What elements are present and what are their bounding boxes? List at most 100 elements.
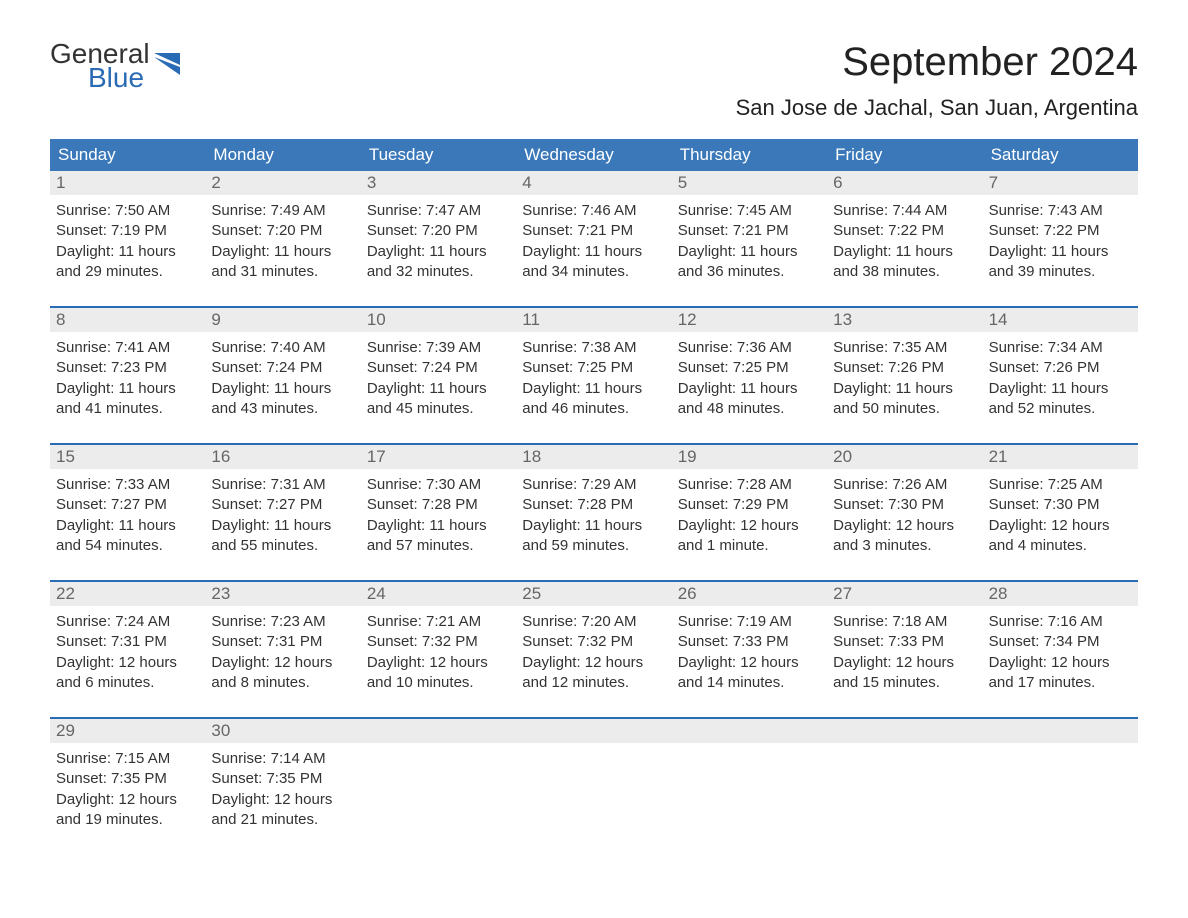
- header: General Blue September 2024 San Jose de …: [50, 40, 1138, 121]
- daylight-line2: and 34 minutes.: [522, 262, 665, 282]
- sunset-text: Sunset: 7:31 PM: [56, 632, 199, 652]
- day-cell: Sunrise: 7:34 AMSunset: 7:26 PMDaylight:…: [983, 332, 1138, 443]
- day-number: 12: [672, 308, 827, 332]
- sunrise-text: Sunrise: 7:23 AM: [211, 612, 354, 632]
- daylight-line2: and 46 minutes.: [522, 399, 665, 419]
- sunset-text: Sunset: 7:26 PM: [833, 358, 976, 378]
- daylight-line1: Daylight: 12 hours: [678, 653, 821, 673]
- logo-flag-icon: [154, 53, 184, 84]
- sunrise-text: Sunrise: 7:15 AM: [56, 749, 199, 769]
- sunrise-text: Sunrise: 7:41 AM: [56, 338, 199, 358]
- day-number: 1: [50, 171, 205, 195]
- day-number: 7: [983, 171, 1138, 195]
- sunrise-text: Sunrise: 7:30 AM: [367, 475, 510, 495]
- sunrise-text: Sunrise: 7:44 AM: [833, 201, 976, 221]
- sunrise-text: Sunrise: 7:14 AM: [211, 749, 354, 769]
- day-cell: Sunrise: 7:14 AMSunset: 7:35 PMDaylight:…: [205, 743, 360, 854]
- day-number: 28: [983, 582, 1138, 606]
- day-number: 13: [827, 308, 982, 332]
- sunset-text: Sunset: 7:23 PM: [56, 358, 199, 378]
- daylight-line1: Daylight: 11 hours: [367, 516, 510, 536]
- sunset-text: Sunset: 7:24 PM: [211, 358, 354, 378]
- sunrise-text: Sunrise: 7:28 AM: [678, 475, 821, 495]
- day-number: 26: [672, 582, 827, 606]
- day-number: 23: [205, 582, 360, 606]
- day-cell: Sunrise: 7:44 AMSunset: 7:22 PMDaylight:…: [827, 195, 982, 306]
- day-cell: [827, 743, 982, 854]
- daynum-row: 2930: [50, 719, 1138, 743]
- daylight-line1: Daylight: 11 hours: [211, 379, 354, 399]
- sunset-text: Sunset: 7:21 PM: [678, 221, 821, 241]
- day-cell: Sunrise: 7:18 AMSunset: 7:33 PMDaylight:…: [827, 606, 982, 717]
- daynum-row: 891011121314: [50, 308, 1138, 332]
- day-cell: Sunrise: 7:41 AMSunset: 7:23 PMDaylight:…: [50, 332, 205, 443]
- location: San Jose de Jachal, San Juan, Argentina: [736, 95, 1138, 121]
- day-cell: Sunrise: 7:47 AMSunset: 7:20 PMDaylight:…: [361, 195, 516, 306]
- day-cell: Sunrise: 7:23 AMSunset: 7:31 PMDaylight:…: [205, 606, 360, 717]
- day-cell: [516, 743, 671, 854]
- daylight-line2: and 54 minutes.: [56, 536, 199, 556]
- sunset-text: Sunset: 7:24 PM: [367, 358, 510, 378]
- day-number: [827, 719, 982, 743]
- day-number: [361, 719, 516, 743]
- sunset-text: Sunset: 7:30 PM: [989, 495, 1132, 515]
- logo: General Blue: [50, 40, 184, 92]
- day-cell: Sunrise: 7:31 AMSunset: 7:27 PMDaylight:…: [205, 469, 360, 580]
- daylight-line1: Daylight: 12 hours: [989, 653, 1132, 673]
- day-cell: Sunrise: 7:20 AMSunset: 7:32 PMDaylight:…: [516, 606, 671, 717]
- sunrise-text: Sunrise: 7:31 AM: [211, 475, 354, 495]
- sunset-text: Sunset: 7:35 PM: [211, 769, 354, 789]
- day-cell: Sunrise: 7:24 AMSunset: 7:31 PMDaylight:…: [50, 606, 205, 717]
- daylight-line1: Daylight: 11 hours: [833, 379, 976, 399]
- sunset-text: Sunset: 7:28 PM: [367, 495, 510, 515]
- sunrise-text: Sunrise: 7:47 AM: [367, 201, 510, 221]
- sunrise-text: Sunrise: 7:45 AM: [678, 201, 821, 221]
- daylight-line1: Daylight: 12 hours: [989, 516, 1132, 536]
- day-number: 27: [827, 582, 982, 606]
- day-cell: Sunrise: 7:43 AMSunset: 7:22 PMDaylight:…: [983, 195, 1138, 306]
- daylight-line1: Daylight: 11 hours: [56, 242, 199, 262]
- day-cell: [361, 743, 516, 854]
- weekday-header-row: SundayMondayTuesdayWednesdayThursdayFrid…: [50, 139, 1138, 171]
- day-number: 20: [827, 445, 982, 469]
- daylight-line2: and 57 minutes.: [367, 536, 510, 556]
- sunrise-text: Sunrise: 7:49 AM: [211, 201, 354, 221]
- daylight-line2: and 48 minutes.: [678, 399, 821, 419]
- day-number: 16: [205, 445, 360, 469]
- day-cell: Sunrise: 7:28 AMSunset: 7:29 PMDaylight:…: [672, 469, 827, 580]
- daylight-line1: Daylight: 12 hours: [833, 516, 976, 536]
- sunrise-text: Sunrise: 7:25 AM: [989, 475, 1132, 495]
- daylight-line1: Daylight: 11 hours: [522, 516, 665, 536]
- weekday-header: Monday: [205, 139, 360, 171]
- day-number: 17: [361, 445, 516, 469]
- day-number: 10: [361, 308, 516, 332]
- daylight-line1: Daylight: 12 hours: [367, 653, 510, 673]
- daylight-line2: and 55 minutes.: [211, 536, 354, 556]
- daynum-row: 1234567: [50, 171, 1138, 195]
- sunset-text: Sunset: 7:33 PM: [678, 632, 821, 652]
- month-title: September 2024: [736, 40, 1138, 85]
- daylight-line1: Daylight: 11 hours: [522, 242, 665, 262]
- sunset-text: Sunset: 7:21 PM: [522, 221, 665, 241]
- daylight-line1: Daylight: 12 hours: [678, 516, 821, 536]
- daylight-line2: and 38 minutes.: [833, 262, 976, 282]
- daylight-line2: and 52 minutes.: [989, 399, 1132, 419]
- day-number: 29: [50, 719, 205, 743]
- sunrise-text: Sunrise: 7:29 AM: [522, 475, 665, 495]
- title-block: September 2024 San Jose de Jachal, San J…: [736, 40, 1138, 121]
- day-cell: Sunrise: 7:36 AMSunset: 7:25 PMDaylight:…: [672, 332, 827, 443]
- day-number: 2: [205, 171, 360, 195]
- day-number: 8: [50, 308, 205, 332]
- calendar-week: 891011121314Sunrise: 7:41 AMSunset: 7:23…: [50, 306, 1138, 443]
- daylight-line1: Daylight: 12 hours: [56, 653, 199, 673]
- daylight-line2: and 45 minutes.: [367, 399, 510, 419]
- calendar-week: 15161718192021Sunrise: 7:33 AMSunset: 7:…: [50, 443, 1138, 580]
- daylight-line2: and 36 minutes.: [678, 262, 821, 282]
- logo-text-blue: Blue: [88, 64, 150, 92]
- weekday-header: Friday: [827, 139, 982, 171]
- sunset-text: Sunset: 7:35 PM: [56, 769, 199, 789]
- day-number: 18: [516, 445, 671, 469]
- daylight-line2: and 43 minutes.: [211, 399, 354, 419]
- sunrise-text: Sunrise: 7:26 AM: [833, 475, 976, 495]
- day-cell: Sunrise: 7:49 AMSunset: 7:20 PMDaylight:…: [205, 195, 360, 306]
